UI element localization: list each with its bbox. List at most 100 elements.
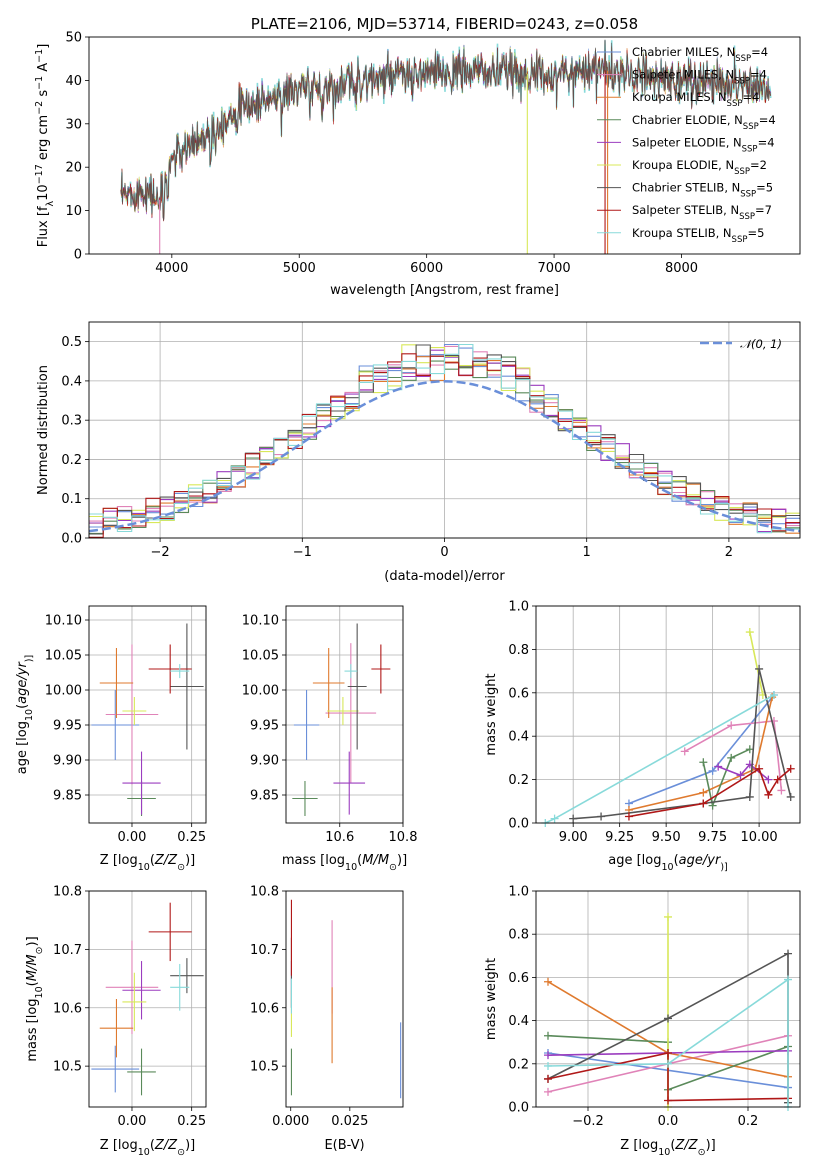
y-tick-label: 0.6 [508,971,529,986]
weight-line-kroupa-stelib [544,694,775,823]
y-tick-label: 10.8 [53,885,82,900]
x-tick-label: −0.2 [572,1114,604,1129]
y-tick-label: 9.95 [250,719,279,734]
y-tick-label: 0.0 [508,817,529,832]
y-tick-label: 10.00 [242,684,279,699]
y-tick-label: 0.2 [508,773,529,788]
mass-ebv-x-label: E(B-V) [324,1138,364,1153]
y-tick-label: 10.05 [45,649,82,664]
weight-point [786,764,795,773]
x-tick-label: 9.75 [698,830,727,845]
weight-line-kroupa-stelib [547,978,789,1107]
weight-point [727,753,736,762]
y-tick-label: 10.6 [250,1001,279,1016]
y-tick-label: 0.4 [508,730,529,745]
weight-point [544,977,552,986]
legend-entry: Kroupa STELIB, NSSP=5 [632,226,764,245]
mass-z-y-label: mass [log10(M/M⊙)] [25,936,45,1061]
weight-point [777,786,786,795]
weight-z-y-label: mass weight [484,958,499,1040]
weight-point [764,790,773,799]
legend-entry: Kroupa MILES, NSSP=4 [632,90,759,109]
y-tick-label: 0.8 [508,643,529,658]
mass-z-panel: 0.00 0.25 10.5 10.6 10.7 10.8 Z [log10(Z/Z⊙)] m… [25,885,207,1158]
x-tick-label: 0.025 [331,1114,368,1129]
weight-point [764,775,773,784]
histogram-x-label: (data-model)/error [384,569,505,584]
axes-frame [285,605,404,824]
y-tick-label: 10.5 [53,1060,82,1075]
x-tick-label: 0 [440,545,448,560]
x-tick-label: 0.25 [177,1114,206,1129]
x-tick-label: 0.25 [177,830,206,845]
weight-point [544,1051,552,1060]
weight-point [664,1049,672,1057]
y-tick-label: 0.2 [61,453,82,468]
y-tick-label: 0.3 [61,414,82,429]
legend-entry: Chabrier MILES, NSSP=4 [632,45,768,64]
x-tick-label: 0.00 [118,1114,147,1129]
weight-point [569,814,578,823]
histogram-y-label: Normed distribution [36,365,51,495]
y-tick-label: 0.5 [61,335,82,350]
x-tick-label: 0.0 [658,1114,679,1129]
x-tick-label: 0.000 [272,1114,309,1129]
x-tick-label: 7000 [538,261,571,276]
x-tick-label: 9.00 [559,830,588,845]
spectrum-x-label: wavelength [Angstrom, rest frame] [330,283,559,298]
y-tick-label: 1.0 [508,885,529,900]
weight-point [624,812,633,821]
y-tick-label: 9.90 [250,754,279,769]
y-tick-label: 10.7 [53,943,82,958]
y-tick-label: 10.10 [45,614,82,629]
weight-z-panel: −0.2 0.0 0.2 0.0 0.2 0.4 0.6 0.8 1.0 Z [log10(Z/Z… [484,885,801,1158]
y-tick-label: 10.5 [250,1060,279,1075]
age-z-x-label: Z [log10(Z/Z⊙)] [100,853,195,873]
weight-point [755,664,764,673]
spectrum-panel: 4000 5000 6000 7000 8000 0 10 20 30 40 50 PLATE=210… [34,15,801,298]
y-tick-label: 0.6 [508,686,529,701]
y-tick-label: 10.6 [53,1001,82,1016]
weight-line-kroupa-elodie [749,631,764,696]
y-tick-label: 40 [65,74,82,89]
x-tick-label: −1 [293,545,312,560]
axes-frame [88,890,207,1108]
x-tick-label: 10.8 [389,830,418,845]
legend-entry: Salpeter ELODIE, NSSP=4 [632,135,775,154]
y-tick-label: 9.85 [53,789,82,804]
x-tick-label: 4000 [155,261,188,276]
x-tick-label: 0.2 [738,1114,759,1129]
legend-entry: Kroupa ELODIE, NSSP=2 [632,158,767,177]
y-tick-label: 1.0 [508,600,529,615]
age-z-y-label: age [log10(age/yr)] [15,655,35,774]
x-tick-label: 8000 [665,261,698,276]
y-tick-label: 20 [65,161,82,176]
weight-point [550,814,559,823]
spectrum-line-chabrier-stelib [120,39,771,221]
weight-age-x-label: age [log10(age/yr)] [608,853,727,873]
y-tick-label: 0.4 [61,374,82,389]
x-tick-label: 2 [725,545,733,560]
axes-frame [285,890,404,1108]
weight-point [745,628,754,637]
y-tick-label: 0.4 [508,1014,529,1029]
x-tick-label: 0.00 [118,830,147,845]
weight-line-salpeter-stelib [628,767,792,818]
weight-point [544,1074,552,1083]
y-tick-label: 10.10 [242,614,279,629]
weight-point [736,771,745,780]
x-tick-label: 10.6 [325,830,354,845]
axes-frame [535,890,801,1108]
age-z-panel: 0.00 0.25 9.85 9.90 9.95 10.00 10.05 10.10 Z [lo… [15,605,207,873]
weight-point [784,975,792,984]
y-tick-label: 10.7 [250,943,279,958]
weight-point [786,792,795,801]
axes-frame [535,605,801,824]
weight-point [745,792,754,801]
weight-line-kroupa-miles [628,696,773,811]
weight-line-salpeter-miles [684,720,783,791]
weight-point [773,775,782,784]
axes-frame [88,321,801,539]
weight-age-panel: 9.00 9.25 9.50 9.75 10.00 0.0 0.2 0.4 0.6 0.8 1.0 a… [484,600,801,873]
x-tick-label: 6000 [410,261,443,276]
